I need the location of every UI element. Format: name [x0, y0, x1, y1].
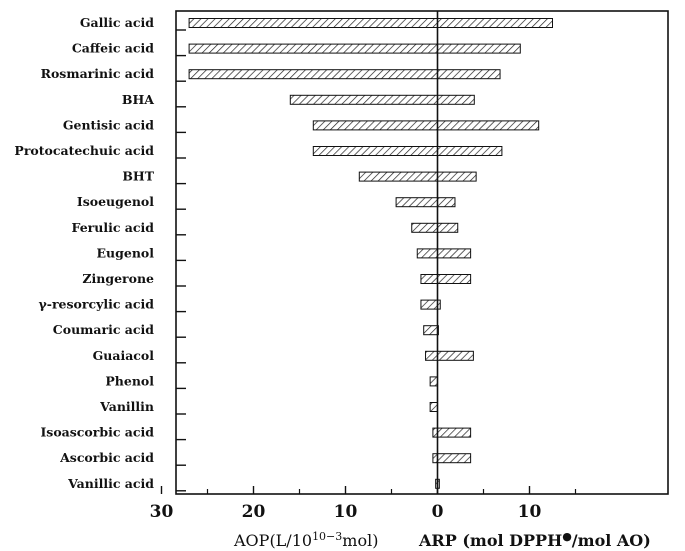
bar-arp [437, 94, 475, 105]
category-label: Gentisic acid [63, 117, 154, 132]
x-tick-label: 30 [150, 502, 174, 522]
category-label: Ascorbic acid [59, 450, 154, 465]
bar-arp [437, 350, 474, 361]
x-tick-label: 10 [518, 502, 542, 522]
category-label: Caffeic acid [72, 41, 154, 56]
x-tick-label: 20 [242, 502, 266, 522]
bar-arp [437, 171, 477, 182]
bar-arp [437, 274, 472, 284]
bar-aop [358, 171, 438, 182]
bar-aop [423, 325, 439, 336]
bar-aop [395, 197, 439, 208]
bar-aop [420, 299, 439, 310]
category-label: γ-resorcylic acid [39, 297, 155, 312]
bar-aop [411, 222, 438, 233]
bar-arp [437, 18, 553, 28]
category-label: Rosmarinic acid [41, 66, 155, 81]
category-label: Isoascorbic acid [40, 425, 154, 440]
bar-arp [437, 427, 472, 438]
bar-aop [425, 350, 439, 361]
bar-arp [437, 222, 459, 233]
bar-aop [312, 120, 438, 131]
bar-aop [188, 43, 438, 54]
x-tick-label: 0 [432, 502, 444, 522]
category-label: Coumaric acid [53, 322, 154, 337]
category-label: Eugenol [97, 245, 155, 260]
category-label: Ferulic acid [72, 220, 155, 235]
category-label: Gallic acid [80, 15, 154, 30]
category-label: Vanillin [99, 399, 154, 414]
category-label: Guaiacol [93, 348, 155, 363]
category-label: BHA [122, 92, 154, 107]
bar-aop [188, 18, 438, 28]
bar-aop [420, 274, 439, 284]
bar-arp [437, 146, 503, 156]
bar-aop [289, 94, 438, 105]
x-tick-label: 10 [334, 502, 358, 522]
x-axis-title-right: ARP (mol DPPH●/mol AO) [418, 530, 651, 551]
bar-aop [312, 146, 438, 156]
bar-arp [437, 120, 540, 131]
category-label: BHT [122, 169, 154, 184]
bar-aop [416, 248, 439, 259]
plot-frame [175, 10, 669, 495]
category-label: Isoeugenol [77, 194, 154, 209]
bar-arp [437, 248, 472, 259]
bar-aop [429, 376, 439, 387]
category-label: Vanillic acid [67, 476, 154, 491]
bar-arp [437, 453, 472, 464]
bar-aop [429, 402, 439, 412]
bar-arp [437, 197, 456, 208]
category-label: Phenol [105, 373, 154, 388]
bar-aop [188, 69, 438, 80]
bar-arp [437, 43, 521, 54]
bar-arp [437, 69, 501, 80]
category-label: Zingerone [82, 271, 154, 286]
x-axis-title-left: AOP(L/1010−3mol) [233, 530, 378, 551]
category-label: Protocatechuic acid [14, 143, 154, 158]
